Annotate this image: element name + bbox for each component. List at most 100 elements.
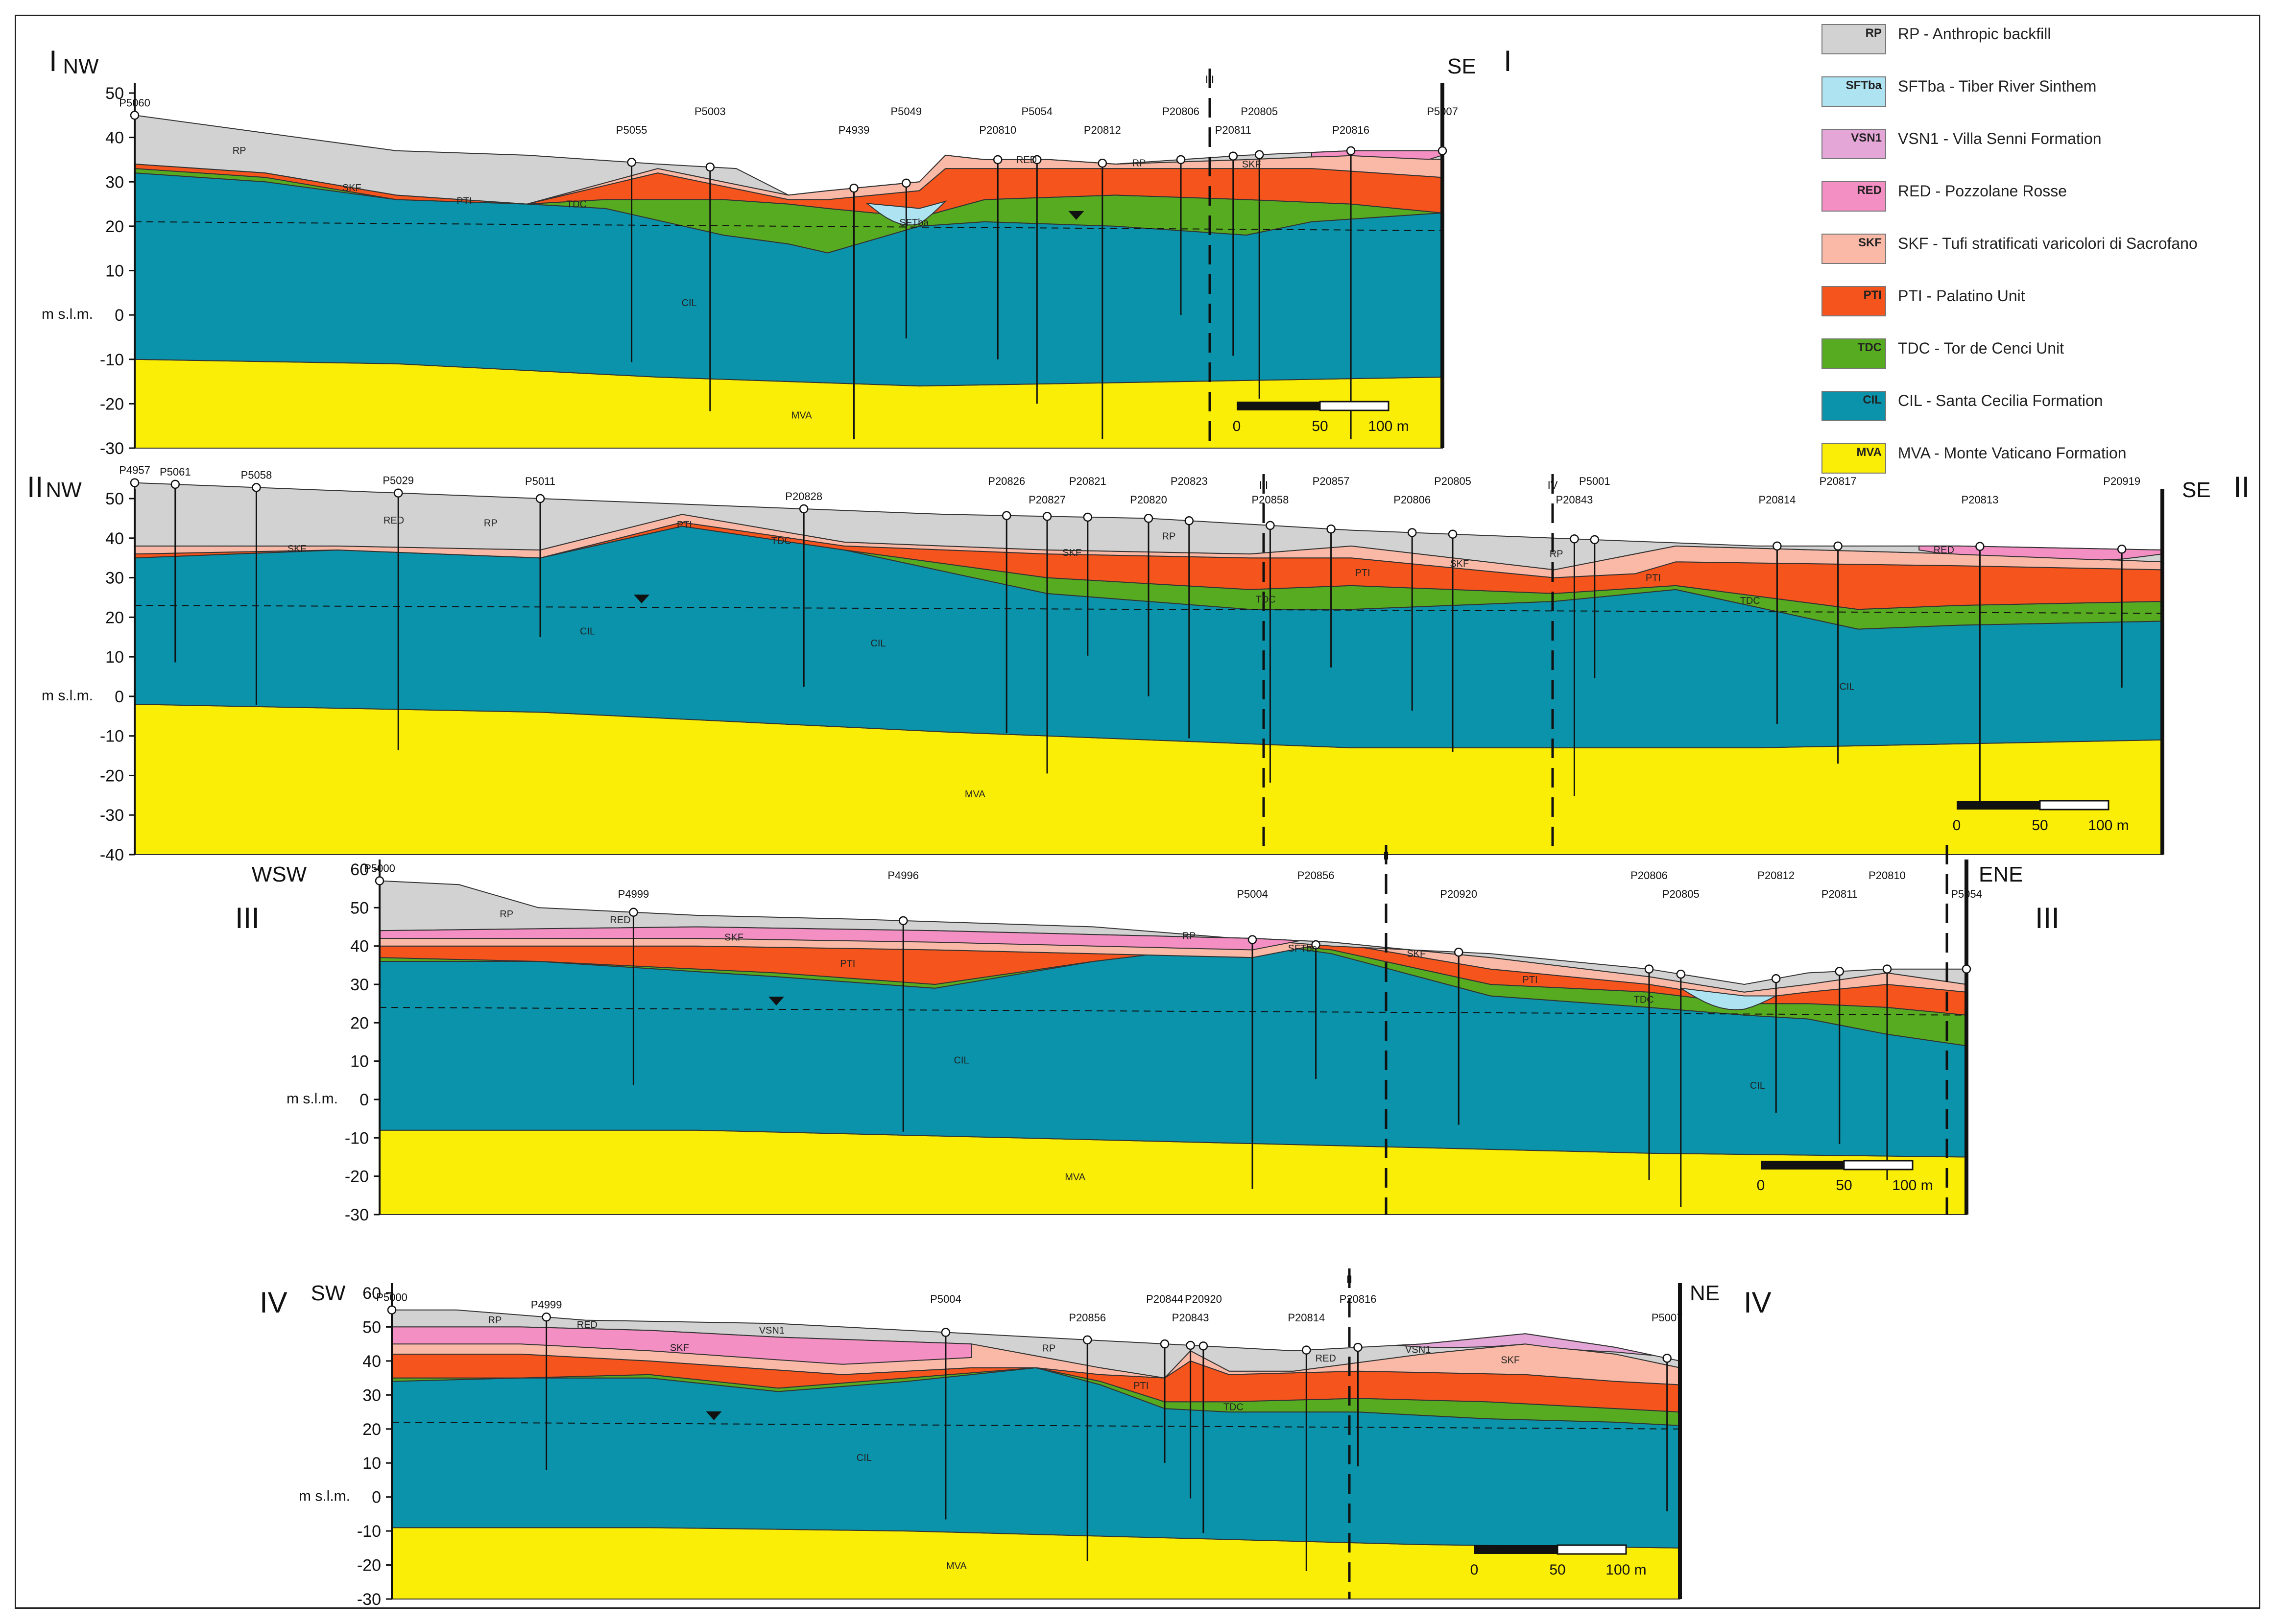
well-label: P20920 — [1440, 888, 1477, 900]
unit-tag-vsn1: VSN1 — [1405, 1344, 1431, 1355]
unit-tag-red: RED — [1934, 545, 1954, 556]
well-label: P5011 — [525, 475, 555, 487]
well-label: P20814 — [1288, 1312, 1325, 1324]
axis-tick-label: -20 — [357, 1556, 381, 1575]
axis-tick-label: -10 — [345, 1129, 369, 1147]
scale-bar-black — [1474, 1545, 1557, 1554]
well-head — [902, 178, 911, 188]
well-label: P20806 — [1393, 494, 1431, 506]
direction-right: SE — [2182, 478, 2211, 502]
direction-right: ENE — [1979, 862, 2023, 886]
well-label: P20820 — [1130, 494, 1167, 506]
well-head — [1311, 940, 1320, 950]
unit-tag-rp: RP — [500, 909, 513, 920]
direction-left: SW — [311, 1281, 346, 1305]
well-head — [849, 183, 859, 193]
unit-tag-pti: PTI — [456, 196, 472, 207]
well-label: P20811 — [1215, 124, 1251, 136]
section-label-left: II — [27, 471, 43, 503]
well-label: P5055 — [616, 124, 647, 136]
well-head — [629, 908, 638, 917]
well-label: P20828 — [785, 490, 822, 502]
well-label: P20812 — [1084, 124, 1121, 136]
section-IV: 60 50 40 30 20 10 0 -10 -20 -30 m s.l.m. IV IV SW NE II… — [260, 1268, 1772, 1609]
legend-swatch-skf — [1821, 234, 1886, 264]
well-label: P5003 — [695, 105, 726, 118]
well-head — [1002, 511, 1011, 520]
well-label: P5004 — [930, 1293, 961, 1305]
axis-tick-label: 50 — [105, 490, 124, 508]
legend-swatch-vsn1 — [1821, 129, 1886, 159]
well-label: P20821 — [1069, 475, 1106, 487]
legend-label: MVA - Monte Vaticano Formation — [1898, 444, 2127, 462]
unit-tag-cil: CIL — [682, 298, 697, 309]
unit-tag-red: RED — [1316, 1353, 1336, 1364]
crossing-label: I — [1945, 850, 1948, 862]
well-label: P20805 — [1241, 105, 1278, 118]
axis-tick-label: 20 — [105, 608, 124, 627]
legend-code: PTI — [1864, 288, 1882, 302]
scale-bar-black — [1237, 402, 1320, 410]
unit-tag-rp: RP — [1042, 1343, 1055, 1354]
legend-swatch-tdc — [1821, 338, 1886, 369]
scale-bar-label: 100 m — [1368, 418, 1409, 434]
well-label: P20814 — [1758, 494, 1796, 506]
well-label: P20857 — [1313, 475, 1350, 487]
well-label: P20806 — [1630, 869, 1668, 882]
unit-tag-tdc: TDC — [1634, 995, 1654, 1005]
axis-tick-label: -40 — [100, 846, 124, 864]
unit-tag-rp: RP — [233, 145, 246, 156]
legend-label: SFTba - Tiber River Sinthem — [1898, 77, 2096, 95]
axis-tick-label: 30 — [350, 976, 369, 994]
well-head — [627, 158, 636, 167]
well-head — [1042, 512, 1052, 521]
unit-tag-skf: SKF — [1450, 559, 1469, 570]
well-head — [1176, 155, 1186, 165]
well-label: P4996 — [887, 869, 919, 882]
section-label-right: II — [2233, 471, 2250, 503]
well-label: P4999 — [618, 888, 649, 900]
well-label: P20856 — [1069, 1312, 1106, 1324]
crossing-label: III — [1259, 479, 1268, 491]
well-head — [941, 1328, 951, 1337]
axis-tick-label: 40 — [362, 1352, 381, 1371]
well-head — [375, 876, 384, 885]
well-label: P20827 — [1029, 494, 1066, 506]
well-label: P20823 — [1171, 475, 1208, 487]
legend-swatch-sftba — [1821, 76, 1886, 107]
crossing-label: IV — [1548, 479, 1558, 491]
well-label: P5004 — [1237, 888, 1268, 900]
legend: RP RP - Anthropic backfill SFTba SFTba - Ti… — [1821, 24, 2198, 474]
axis-tick-label: 0 — [372, 1488, 381, 1507]
well-head — [130, 111, 140, 120]
unit-tag-cil: CIL — [580, 626, 595, 637]
legend-swatch-red — [1821, 181, 1886, 212]
scale-bar-label: 50 — [1836, 1177, 1852, 1194]
well-label: P20919 — [2103, 475, 2140, 487]
well-label: P20812 — [1757, 869, 1795, 882]
well-label: P5058 — [241, 469, 272, 481]
water-table-line — [134, 221, 1443, 231]
axis-tick-label: 40 — [105, 529, 124, 548]
unit-tag-rp: RP — [488, 1315, 502, 1326]
legend-code: SKF — [1858, 236, 1882, 249]
axis-tick-label: -30 — [345, 1206, 369, 1224]
vsn1-lens — [1396, 1333, 1654, 1356]
unit-tag-cil: CIL — [1839, 681, 1854, 692]
axis-tick-label: 30 — [105, 569, 124, 588]
scale-bar-label: 50 — [1312, 418, 1328, 434]
axis-tick-label: 20 — [105, 217, 124, 236]
well-head — [1326, 524, 1336, 534]
unit-tag-skf: SKF — [670, 1342, 689, 1353]
well-label: P5007 — [1427, 105, 1458, 118]
legend-code: TDC — [1858, 341, 1882, 354]
well-label: P20920 — [1185, 1293, 1222, 1305]
scale-bar-black — [1957, 801, 2040, 810]
well-label: P5029 — [383, 475, 414, 487]
well-label: P4999 — [531, 1298, 562, 1311]
unit-tag-pti: PTI — [1355, 568, 1370, 578]
axis-tick-label: 30 — [105, 173, 124, 191]
legend-label: CIL - Santa Cecilia Formation — [1898, 392, 2103, 409]
scale-bar-label: 100 m — [1605, 1562, 1646, 1578]
